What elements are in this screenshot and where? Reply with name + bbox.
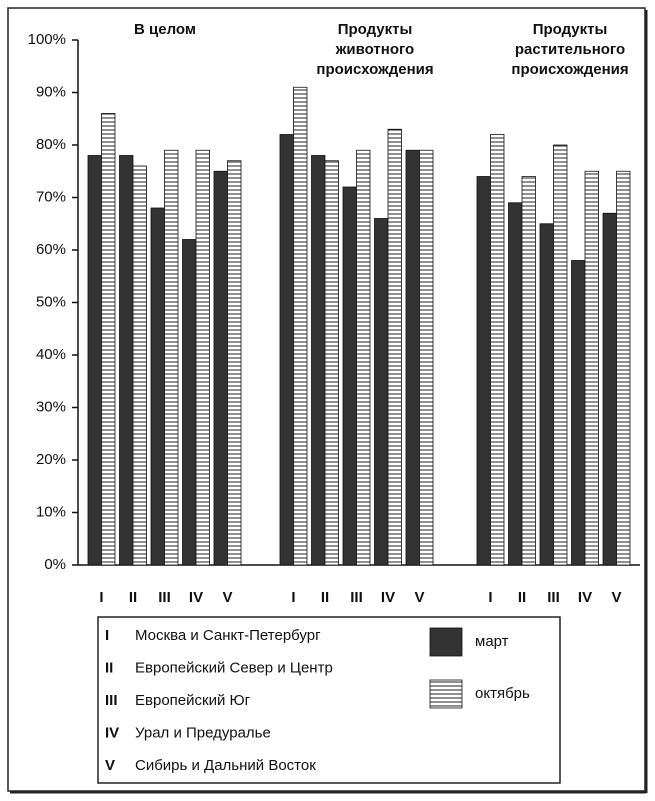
legend-label: Европейский Юг — [135, 692, 251, 709]
x-tick-label: IV — [189, 589, 203, 606]
legend-label: Европейский Север и Центр — [135, 659, 333, 676]
bar — [387, 128, 402, 566]
legend-code: II — [105, 659, 113, 676]
legend-label: март — [475, 633, 509, 650]
y-tick-label: 80% — [36, 136, 66, 153]
bar — [571, 260, 586, 566]
legend-code: V — [105, 757, 115, 774]
x-tick-label: I — [99, 589, 103, 606]
bar — [476, 176, 491, 566]
bar — [213, 170, 228, 566]
legend-label: Урал и Предуралье — [135, 724, 271, 741]
bar — [405, 149, 420, 566]
bar — [342, 186, 357, 566]
bar — [164, 149, 179, 566]
y-tick-label: 50% — [36, 293, 66, 310]
bar — [419, 149, 434, 566]
bar — [119, 155, 134, 566]
x-tick-label: I — [291, 589, 295, 606]
legend-swatch — [429, 679, 463, 709]
bar — [101, 113, 116, 566]
bar — [87, 155, 102, 566]
y-tick-label: 100% — [28, 31, 66, 48]
group-title: происхождения — [511, 61, 628, 78]
y-tick-label: 0% — [44, 556, 66, 573]
bar — [195, 149, 210, 566]
bar — [508, 202, 523, 566]
legend-code: IV — [105, 724, 119, 741]
legend-label: октябрь — [475, 685, 530, 702]
group-title: В целом — [134, 21, 196, 38]
bar — [602, 212, 617, 566]
bar — [324, 160, 339, 566]
x-tick-label: IV — [578, 589, 592, 606]
x-tick-label: II — [129, 589, 137, 606]
group-title: Продукты — [533, 21, 608, 38]
bar — [279, 134, 294, 566]
x-tick-label: V — [611, 589, 621, 606]
group-title: происхождения — [316, 61, 433, 78]
bar — [616, 170, 631, 566]
bar — [311, 155, 326, 566]
legend-box — [97, 616, 561, 784]
x-tick-label: I — [488, 589, 492, 606]
x-tick-label: III — [547, 589, 560, 606]
x-tick-label: IV — [381, 589, 395, 606]
y-tick-label: 60% — [36, 241, 66, 258]
bar — [490, 134, 505, 566]
legend-label: Москва и Санкт-Петербург — [135, 627, 321, 644]
y-tick-label: 40% — [36, 346, 66, 363]
y-tick-label: 20% — [36, 451, 66, 468]
bar — [132, 165, 147, 566]
group-title: животного — [335, 41, 414, 58]
y-tick-label: 70% — [36, 188, 66, 205]
group-title: растительного — [515, 41, 625, 58]
bar — [227, 160, 242, 566]
y-tick-label: 90% — [36, 83, 66, 100]
bar — [374, 218, 389, 566]
y-tick-label: 30% — [36, 398, 66, 415]
x-tick-label: III — [350, 589, 363, 606]
bar — [150, 207, 165, 566]
bar — [293, 86, 308, 566]
bar — [521, 176, 536, 566]
group-title: Продукты — [338, 21, 413, 38]
legend-swatch — [429, 627, 463, 657]
x-tick-label: II — [321, 589, 329, 606]
x-tick-label: V — [414, 589, 424, 606]
x-tick-label: III — [158, 589, 171, 606]
legend-code: I — [105, 627, 109, 644]
bar — [539, 223, 554, 566]
bar — [182, 239, 197, 566]
x-tick-label: V — [222, 589, 232, 606]
bar — [356, 149, 371, 566]
legend-label: Сибирь и Дальний Восток — [135, 757, 316, 774]
x-tick-label: II — [518, 589, 526, 606]
y-tick-label: 10% — [36, 503, 66, 520]
bar — [553, 144, 568, 566]
bar — [584, 170, 599, 566]
legend-code: III — [105, 692, 118, 709]
